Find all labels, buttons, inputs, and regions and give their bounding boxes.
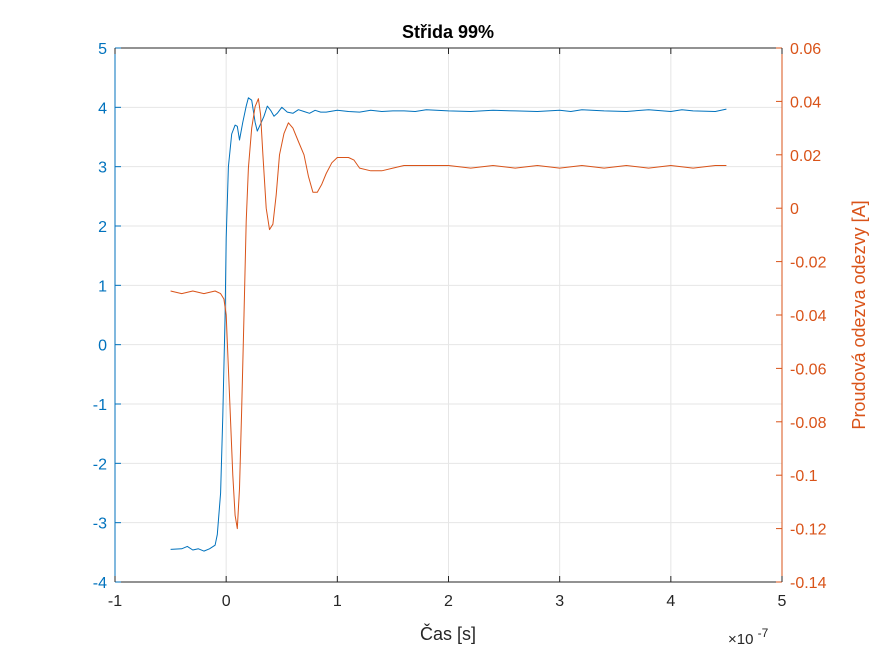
series-line-left xyxy=(170,97,727,552)
right-tick-label-9: 0.04 xyxy=(790,94,821,111)
left-tick-label-2: -2 xyxy=(93,456,107,473)
x-tick-label-2: 1 xyxy=(333,593,342,610)
right-tick-label-3: -0.08 xyxy=(790,415,827,432)
right-tick-label-10: 0.06 xyxy=(790,41,821,58)
left-tick-label-6: 2 xyxy=(98,219,107,236)
left-tick-label-4: 0 xyxy=(98,338,107,355)
x-tick-label-4: 3 xyxy=(555,593,564,610)
right-tick-label-1: -0.12 xyxy=(790,522,827,539)
left-tick-label-5: 1 xyxy=(98,278,107,295)
chart-title: Střida 99% xyxy=(402,22,494,42)
left-tick-label-0: -4 xyxy=(93,575,107,592)
left-ticks: -4 -3 -2 -1 0 1 2 3 4 5 xyxy=(93,41,121,592)
x-tick-label-6: 5 xyxy=(778,593,787,610)
x-axis-label: Čas [s] xyxy=(420,623,476,644)
left-tick-label-9: 5 xyxy=(98,41,107,58)
series-layer xyxy=(170,97,727,552)
right-ticks: -0.14 -0.12 -0.1 -0.08 -0.06 -0.04 -0.02 0 0.02 0… xyxy=(776,41,827,592)
left-tick-label-1: -3 xyxy=(93,516,107,533)
left-tick-label-8: 4 xyxy=(98,100,107,117)
right-tick-label-5: -0.04 xyxy=(790,308,827,325)
right-tick-label-2: -0.1 xyxy=(790,468,818,485)
right-tick-label-6: -0.02 xyxy=(790,255,827,272)
left-tick-label-3: -1 xyxy=(93,397,107,414)
x-ticks: -1 0 1 2 3 4 5 xyxy=(108,48,787,610)
x-tick-label-5: 4 xyxy=(666,593,675,610)
right-tick-label-8: 0.02 xyxy=(790,148,821,165)
x-tick-label-3: 2 xyxy=(444,593,453,610)
x-tick-label-1: 0 xyxy=(222,593,231,610)
x-exponent-power: -7 xyxy=(758,626,769,640)
right-tick-label-7: 0 xyxy=(790,201,799,218)
left-tick-label-7: 3 xyxy=(98,160,107,177)
right-tick-label-4: -0.06 xyxy=(790,361,827,378)
series-line-right xyxy=(170,98,727,530)
right-axis-label: Proudová odezva odezvy [A] xyxy=(849,200,869,429)
right-tick-label-0: -0.14 xyxy=(790,575,827,592)
x-exponent-base: ×10 xyxy=(728,631,753,648)
x-exponent-label: ×10 -7 xyxy=(728,626,769,648)
x-tick-label-0: -1 xyxy=(108,593,122,610)
